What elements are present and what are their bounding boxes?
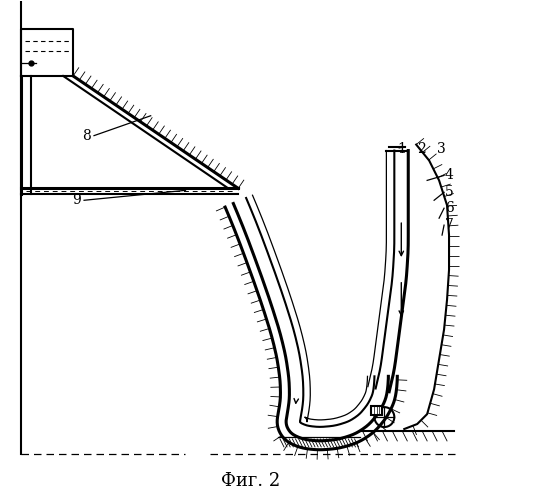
Text: 9: 9 (72, 194, 81, 207)
Text: 7: 7 (445, 218, 453, 232)
Text: Фиг. 2: Фиг. 2 (221, 472, 280, 490)
Text: 1: 1 (397, 142, 406, 156)
Text: 2: 2 (417, 142, 425, 156)
Bar (372, 406, 383, 415)
Text: 6: 6 (445, 201, 453, 215)
Text: 3: 3 (436, 142, 445, 156)
Text: 5: 5 (445, 186, 453, 200)
Text: 4: 4 (445, 168, 453, 182)
Text: 8: 8 (82, 128, 91, 142)
